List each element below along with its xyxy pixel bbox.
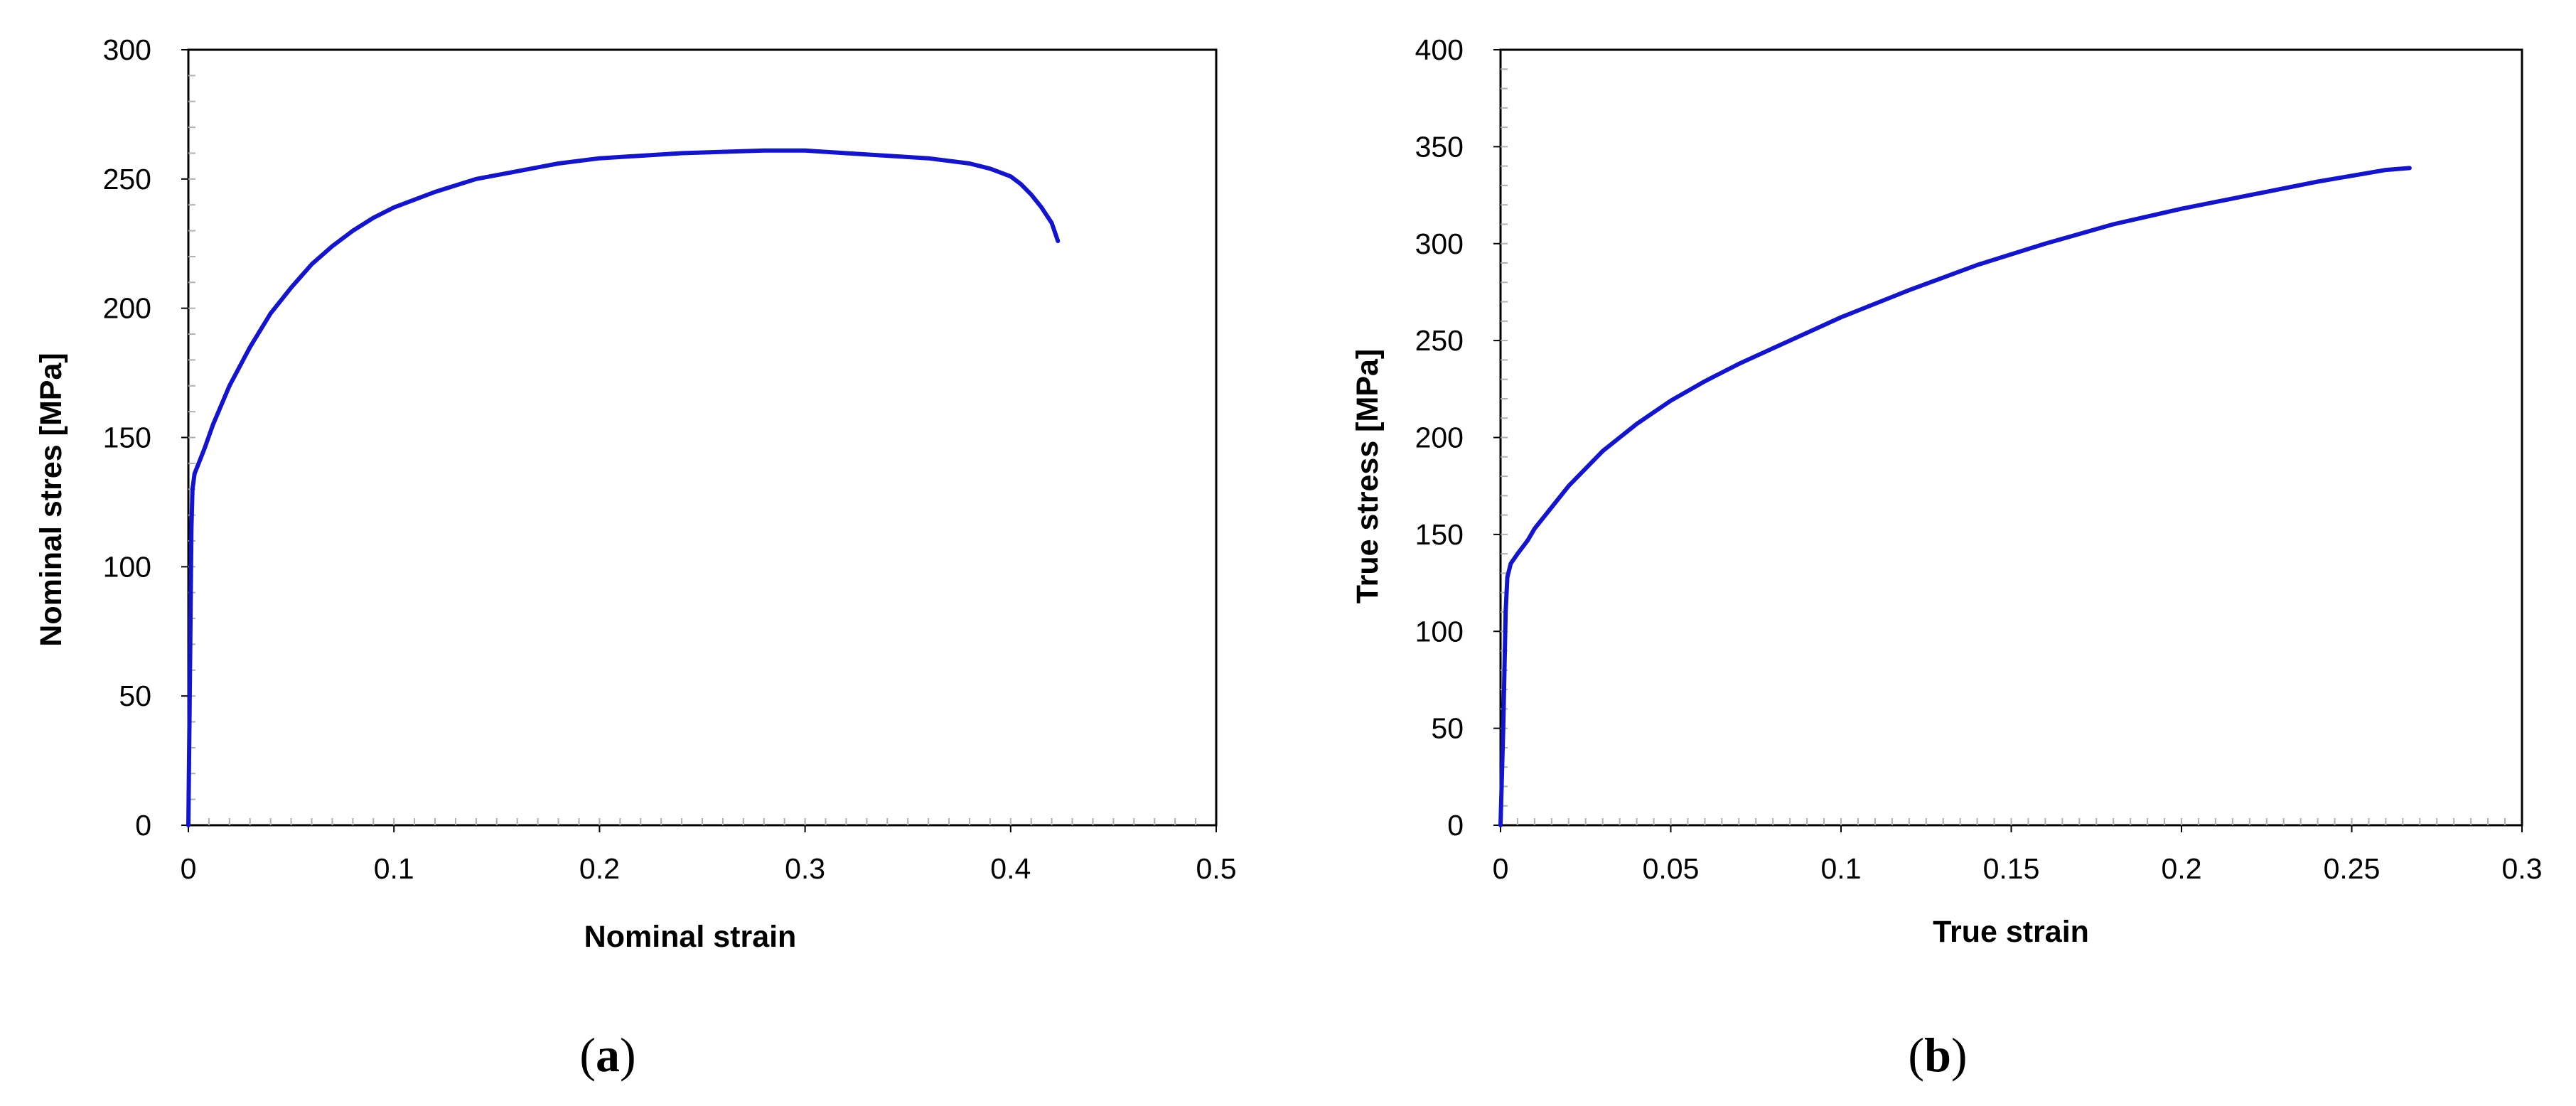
x-tick-label: 0.3	[2502, 852, 2543, 885]
x-tick-label: 0.1	[1821, 852, 1862, 885]
y-tick-labels-b: 0 50 100 150 200 250 300 350 400	[1415, 33, 1464, 842]
y-tick-label: 150	[103, 422, 151, 454]
y-tick-label: 300	[1415, 227, 1464, 260]
x-tick-label: 0.4	[990, 852, 1031, 885]
y-tick-label: 400	[1415, 33, 1464, 66]
x-tick-label: 0.1	[374, 852, 414, 885]
x-tick-label: 0.15	[1983, 852, 2040, 885]
x-tick-label: 0.2	[579, 852, 620, 885]
x-tick-label: 0	[181, 852, 197, 885]
y-tick-label: 350	[1415, 130, 1464, 163]
x-axis-title-a: Nominal strain	[584, 920, 797, 954]
plot-frame-a	[187, 48, 1218, 827]
y-tick-label: 250	[103, 163, 151, 195]
y-tick-label: 150	[1415, 518, 1464, 551]
y-tick-label: 100	[103, 550, 151, 583]
x-tick-label: 0.3	[785, 852, 825, 885]
x-tick-label: 0.25	[2324, 852, 2381, 885]
y-tick-labels-a: 0 50 100 150 200 250 300	[103, 33, 151, 842]
series-line-a	[186, 148, 1061, 827]
x-tick-label: 0.2	[2162, 852, 2202, 885]
panel-label-a: (a)	[579, 1028, 635, 1082]
x-tick-labels-a: 0 0.1 0.2 0.3 0.4 0.5	[181, 852, 1237, 885]
panel-label-b: (b)	[1908, 1028, 1967, 1082]
x-tick-labels-b: 0 0.05 0.1 0.15 0.2 0.25 0.3	[1493, 852, 2543, 885]
y-tick-label: 100	[1415, 615, 1464, 648]
x-axis-title-b: True strain	[1933, 915, 2089, 949]
x-ticks-b	[1500, 818, 2523, 832]
x-tick-label: 0	[1493, 852, 1509, 885]
y-tick-label: 300	[103, 33, 151, 66]
series-line-b	[1498, 166, 2412, 827]
y-tick-label: 200	[1415, 422, 1464, 454]
y-tick-label: 50	[1431, 712, 1464, 745]
chart-panel-a: 0 0.1 0.2 0.3 0.4 0.5 0 50 100 150 200 250 300 Nomi…	[34, 33, 1237, 1082]
y-axis-title-b: True stress [MPa]	[1351, 349, 1385, 603]
y-tick-label: 250	[1415, 324, 1464, 357]
panel-letter-a: a	[596, 1028, 620, 1082]
x-ticks-a	[188, 818, 1217, 832]
x-tick-label: 0.5	[1196, 852, 1237, 885]
panel-letter-b: b	[1924, 1028, 1951, 1082]
plot-frame-b	[1499, 48, 2523, 827]
y-axis-title-a: Nominal stres [MPa]	[34, 353, 68, 646]
y-tick-label: 200	[103, 292, 151, 325]
y-tick-label: 0	[1447, 809, 1464, 842]
y-tick-label: 50	[119, 680, 151, 712]
y-tick-label: 0	[135, 809, 151, 842]
x-tick-label: 0.05	[1643, 852, 1700, 885]
chart-panel-b: 0 0.05 0.1 0.15 0.2 0.25 0.3 0 50 100 150 200 250 30…	[1351, 33, 2543, 1082]
